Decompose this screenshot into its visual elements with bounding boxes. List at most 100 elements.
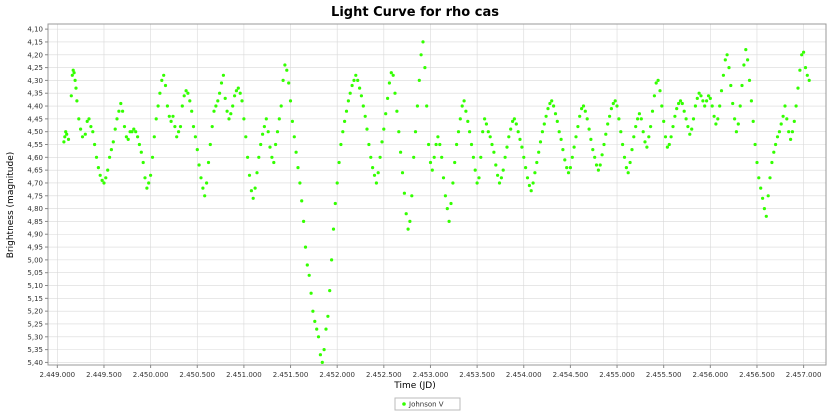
data-point xyxy=(361,104,365,108)
data-point xyxy=(69,94,73,98)
x-axis: 2.449.000 2.449.500 2.450.000 2.450.500 2.45… xyxy=(40,365,821,379)
data-point xyxy=(137,142,141,147)
data-point xyxy=(492,150,496,154)
data-point xyxy=(807,78,811,82)
data-point xyxy=(430,168,434,172)
data-point xyxy=(419,53,423,57)
y-tick-label: 5,05 xyxy=(27,269,43,277)
data-point xyxy=(318,353,322,357)
data-point xyxy=(320,360,324,364)
y-tick-label: 5,25 xyxy=(27,320,43,328)
data-point xyxy=(344,109,349,113)
data-point xyxy=(443,194,447,198)
data-point xyxy=(744,48,748,52)
data-point xyxy=(236,86,240,90)
data-point xyxy=(212,109,216,113)
data-point xyxy=(108,155,112,159)
data-point xyxy=(315,327,319,331)
y-tick-label: 4,70 xyxy=(27,179,43,187)
data-point xyxy=(572,145,576,149)
data-point xyxy=(130,130,134,134)
data-point xyxy=(124,135,128,139)
data-point xyxy=(324,327,328,331)
data-point xyxy=(686,125,690,129)
data-point xyxy=(106,168,110,172)
data-point xyxy=(70,73,74,77)
data-point xyxy=(384,112,388,116)
data-point xyxy=(701,99,705,103)
data-point xyxy=(643,140,647,144)
y-tick-label: 4,65 xyxy=(27,167,43,175)
data-point xyxy=(268,145,272,149)
data-point xyxy=(413,130,418,134)
data-point xyxy=(199,176,203,180)
data-point xyxy=(139,150,143,154)
data-point xyxy=(802,50,806,54)
y-tick-label: 4,25 xyxy=(27,64,43,72)
data-point xyxy=(64,130,68,134)
data-point xyxy=(94,155,99,159)
data-point xyxy=(494,163,498,167)
data-point xyxy=(796,86,800,90)
data-point xyxy=(783,104,787,108)
data-point xyxy=(77,117,81,121)
data-point xyxy=(292,135,296,139)
data-point xyxy=(733,117,737,121)
data-point xyxy=(74,86,78,90)
data-point xyxy=(152,135,156,139)
chart-title: Light Curve for rho cas xyxy=(331,5,499,20)
data-point xyxy=(147,181,151,185)
data-point xyxy=(490,142,494,147)
data-point xyxy=(566,171,571,175)
data-point xyxy=(462,99,466,103)
data-point xyxy=(723,58,727,62)
data-point xyxy=(365,127,369,131)
data-point xyxy=(387,81,391,85)
data-point xyxy=(191,125,196,129)
x-tick-label: 2.450.500 xyxy=(179,371,215,379)
x-tick-label: 2.456.000 xyxy=(693,371,729,379)
data-point xyxy=(609,107,614,111)
data-point xyxy=(509,127,513,131)
data-point xyxy=(518,137,522,141)
data-point xyxy=(63,135,67,139)
data-point xyxy=(682,109,686,113)
data-point xyxy=(85,119,89,123)
data-point xyxy=(619,130,623,134)
data-point xyxy=(451,181,455,185)
data-point xyxy=(781,114,785,118)
data-point xyxy=(65,132,69,136)
data-point xyxy=(346,99,350,103)
data-point xyxy=(639,117,643,121)
data-point xyxy=(311,309,315,313)
data-point xyxy=(296,166,300,170)
y-tick-label: 4,35 xyxy=(27,90,43,98)
data-point xyxy=(96,166,100,170)
data-point xyxy=(143,176,147,180)
data-point xyxy=(397,130,401,134)
data-point xyxy=(195,148,199,152)
data-point xyxy=(134,130,138,134)
data-point xyxy=(671,125,675,129)
data-point xyxy=(684,117,688,121)
data-point xyxy=(777,130,782,134)
data-point xyxy=(794,104,798,108)
data-point xyxy=(253,186,257,190)
data-point xyxy=(432,155,436,159)
data-point xyxy=(742,63,746,67)
data-point xyxy=(466,119,470,123)
data-point xyxy=(309,291,313,295)
y-tick-label: 4,60 xyxy=(27,154,43,162)
data-point xyxy=(622,155,627,159)
data-point xyxy=(305,263,309,267)
legend-marker-johnson-v xyxy=(402,402,406,406)
data-point xyxy=(690,127,694,131)
data-point xyxy=(710,104,714,108)
data-point xyxy=(178,125,183,129)
data-point xyxy=(149,173,153,177)
data-point xyxy=(386,96,390,100)
data-point xyxy=(537,150,541,154)
data-point xyxy=(359,94,363,98)
data-point xyxy=(218,91,222,95)
data-point xyxy=(445,207,449,211)
